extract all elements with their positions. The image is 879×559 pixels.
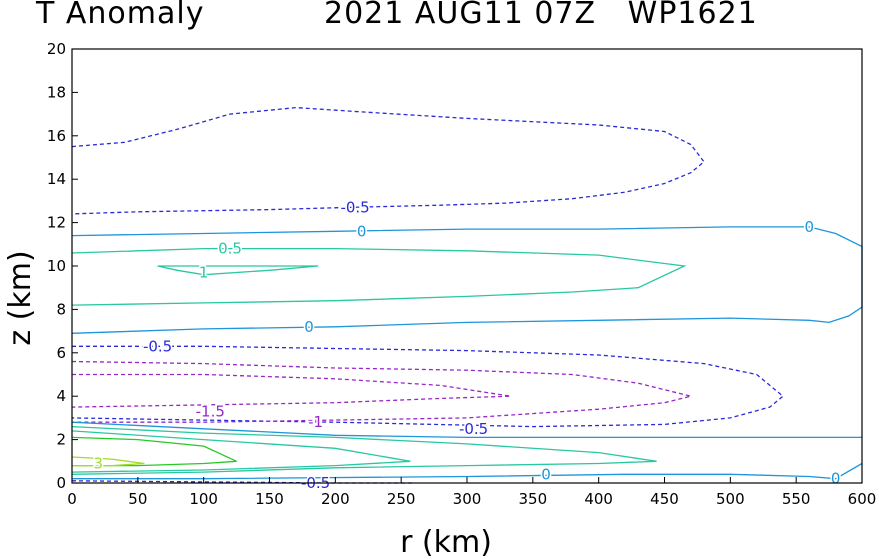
contour-line [71, 430, 411, 473]
contour-line [71, 360, 691, 423]
x-tick-label: 300 [453, 490, 482, 508]
x-tick-label: 450 [650, 490, 679, 508]
x-tick-label: 550 [782, 490, 811, 508]
y-tick-label: 8 [56, 300, 66, 318]
y-tick-label: 10 [47, 257, 66, 275]
contour-line [71, 373, 511, 408]
contour-label: 0 [357, 222, 367, 240]
x-tick-label: 400 [584, 490, 613, 508]
x-tick-label: 0 [67, 490, 77, 508]
y-tick-label: 0 [56, 474, 66, 492]
x-tick-label: 500 [716, 490, 745, 508]
y-tick-label: 18 [47, 83, 66, 101]
y-tick-label: 14 [47, 170, 66, 188]
x-tick-label: 200 [321, 490, 350, 508]
y-tick-label: 2 [56, 431, 66, 449]
contour-lines [71, 106, 863, 484]
x-tick-label: 100 [189, 490, 218, 508]
contour-line [71, 421, 862, 439]
contour-line [72, 462, 863, 480]
x-tick-label: 150 [255, 490, 284, 508]
x-tick-label: 50 [128, 490, 147, 508]
x-tick-label: 250 [387, 490, 416, 508]
contour-label: -0.5 [340, 198, 369, 216]
plot-frame [71, 48, 863, 484]
y-axis-label: z (km) [3, 250, 38, 345]
contour-label: 0.5 [218, 240, 242, 258]
contour-line [71, 345, 785, 428]
contour-line [71, 436, 237, 467]
y-tick-label: 4 [56, 387, 66, 405]
contour-line [71, 425, 657, 475]
chart-subtitle: 2021 AUG11 07Z WP1621 [324, 0, 758, 31]
contour-line [71, 106, 705, 215]
contour-line [71, 226, 863, 334]
chart-title: T Anomaly [36, 0, 205, 31]
contour-label: 0 [304, 318, 314, 336]
contour-label: 0 [805, 218, 815, 236]
y-tick-label: 16 [47, 127, 66, 145]
contour-line [71, 247, 687, 306]
axis-ticks: 0 50 100 150 200 250 300 350 400 450 500 550 6000246… [47, 40, 876, 508]
contour-label: -1.5 [196, 402, 225, 420]
contour-label: 1 [199, 264, 209, 282]
contour-label: 0 [831, 470, 841, 488]
contour-line [157, 265, 319, 276]
y-tick-label: 20 [47, 40, 66, 58]
x-tick-label: 350 [519, 490, 548, 508]
y-tick-label: 12 [47, 214, 66, 232]
contour-label: 0 [541, 465, 551, 483]
x-axis-label: r (km) [400, 525, 492, 559]
contour-labels: -0.50 00.510-0.5-1.5-1 -0.530 0-0.5 [92, 197, 842, 494]
contour-label: -0.5 [459, 420, 488, 438]
contour-label: 3 [94, 454, 104, 472]
contour-label: -0.5 [143, 337, 172, 355]
x-tick-label: 600 [848, 490, 877, 508]
contour-label: -1 [308, 413, 323, 431]
y-tick-label: 6 [56, 344, 66, 362]
contour-line [71, 456, 145, 467]
